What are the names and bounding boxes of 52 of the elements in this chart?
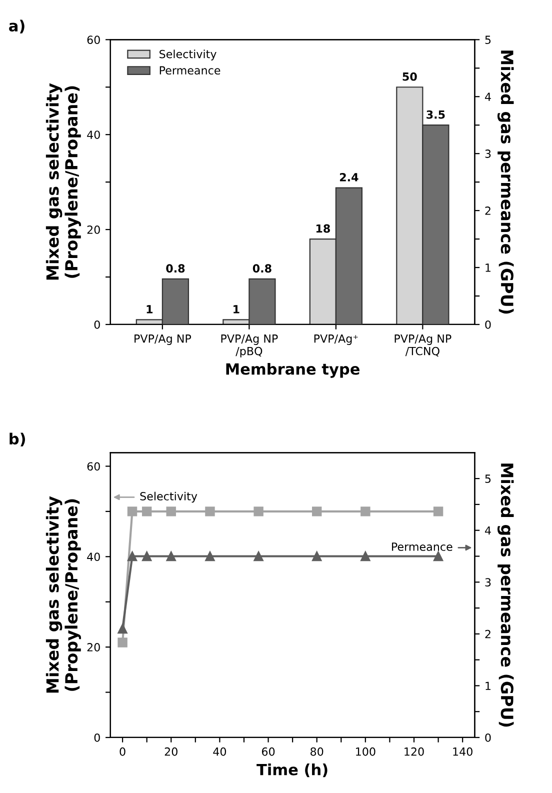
y2-tick-label: 1 — [486, 682, 490, 690]
y2-tick-label: 5 — [485, 474, 491, 483]
y2-tick-label: 0 — [485, 320, 491, 329]
y2-tick-label: 3 — [485, 578, 491, 587]
y-tick-label: 40 — [87, 130, 100, 139]
x-tick-label: 40 — [213, 747, 226, 756]
y-tick-label: 60 — [87, 462, 100, 471]
x-tick-label: PVP/Ag NP — [134, 334, 192, 345]
y2-tick-label: 2 — [485, 630, 490, 638]
y-tick-label: 20 — [87, 226, 100, 234]
y2-tick-label: 4 — [484, 526, 491, 535]
y-tick-label: 0 — [94, 733, 100, 742]
data-label: 1 — [146, 305, 153, 314]
y2-tick-label: 0 — [485, 733, 491, 742]
x-tick-label: PVP/Ag NP /pBQ — [221, 334, 278, 358]
data-label: 2.4 — [340, 173, 358, 182]
y2-tick-label: 4 — [484, 92, 491, 101]
x-tick-label: 100 — [356, 747, 376, 756]
data-label: 50 — [402, 72, 417, 81]
y2-axis-title: Mixed gas permeance (GPU) — [497, 464, 514, 727]
x-tick-label: 80 — [310, 747, 324, 756]
y2-tick-label: 3 — [485, 150, 491, 158]
x-axis-title: Membrane type — [226, 362, 360, 378]
data-label: 18 — [316, 224, 330, 233]
x-tick-label: 120 — [404, 747, 424, 756]
y2-axis-title: Mixed gas permeance (GPU) — [497, 50, 514, 314]
annotation: Selectivity — [140, 492, 198, 503]
x-tick-label: 20 — [164, 747, 178, 756]
y-tick-label: 40 — [87, 552, 100, 562]
data-label: 0.8 — [252, 264, 272, 273]
y-axis-title: Mixed gas selectivity (Propylene/Propane) — [46, 83, 81, 280]
y2-tick-label: 2 — [485, 206, 490, 215]
data-label: 0.8 — [166, 264, 185, 273]
data-label: 3.5 — [426, 110, 445, 119]
chart-title: a) — [9, 20, 24, 34]
x-tick-label: PVP/Ag NP /TCNQ — [394, 334, 452, 357]
y-axis-title: Mixed gas selectivity (Propylene/Propane) — [46, 496, 81, 693]
data-label: 1 — [234, 305, 240, 314]
x-tick-label: 140 — [453, 747, 472, 756]
y-tick-label: 60 — [87, 36, 100, 44]
y-tick-label: 20 — [87, 643, 100, 652]
x-tick-label: 0 — [120, 747, 126, 756]
y2-tick-label: 5 — [485, 36, 491, 44]
x-axis-title: Time (h) — [256, 764, 328, 778]
x-tick-label: 60 — [262, 747, 275, 756]
y2-tick-label: 1 — [486, 264, 490, 272]
y-tick-label: 0 — [94, 320, 100, 329]
annotation: Permeance — [392, 542, 452, 551]
legend-label: Permeance — [160, 66, 220, 75]
x-tick-label: PVP/Ag⁺ — [314, 334, 358, 345]
legend-label: Selectivity — [160, 50, 216, 60]
chart-title: b) — [10, 432, 25, 446]
